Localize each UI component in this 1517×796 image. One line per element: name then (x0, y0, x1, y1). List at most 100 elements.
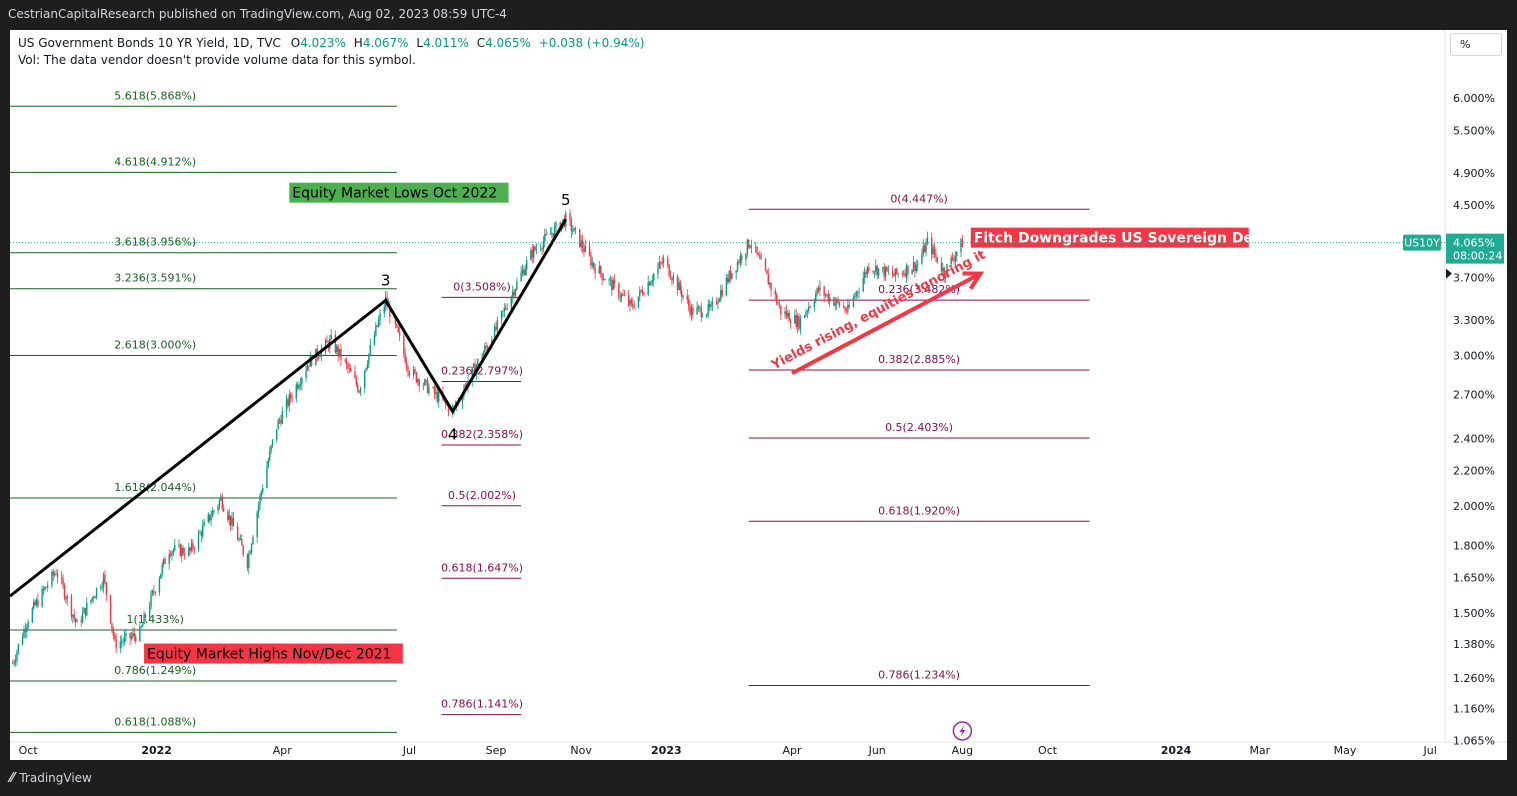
candle (657, 262, 659, 279)
fib-level-label: 0.236(2.797%) (441, 365, 523, 378)
chart-area[interactable]: 5.618(5.868%) 4.618(4.912%) 3.618(3.956%) 3… (10, 30, 1507, 760)
candle (21, 632, 24, 646)
candle (579, 229, 581, 249)
candle (701, 312, 704, 318)
candle (669, 270, 672, 280)
fib-level-label: 0.786(1.141%) (441, 698, 523, 711)
candle (838, 301, 841, 308)
candle (826, 293, 828, 298)
candle (877, 268, 880, 279)
candle (539, 243, 542, 252)
candle (925, 238, 927, 257)
candle (819, 280, 821, 297)
candle (736, 259, 739, 272)
trend-arrow-line[interactable] (791, 271, 982, 376)
candle (104, 570, 106, 585)
candle (570, 216, 573, 238)
candle (271, 439, 274, 449)
candle (834, 296, 837, 311)
y-tick-label: 2.000% (1453, 500, 1495, 513)
elliott-wave-line[interactable] (10, 218, 568, 598)
candle (377, 315, 380, 328)
y-tick-label: 1.065% (1453, 734, 1495, 747)
candle (259, 493, 261, 510)
fib-level-label: 3.236(3.591%) (114, 272, 196, 285)
candle (588, 240, 591, 257)
candle (662, 254, 665, 268)
candle (541, 246, 543, 255)
candle (90, 599, 92, 605)
candle (289, 391, 292, 404)
candle (197, 529, 200, 553)
price-chart[interactable]: 5.618(5.868%) 4.618(4.912%) 3.618(3.956%) 3… (10, 30, 1507, 760)
candle (228, 509, 230, 526)
candle (330, 328, 332, 341)
candle (648, 280, 651, 287)
candle (326, 335, 328, 343)
candle (44, 586, 46, 592)
candle (301, 376, 303, 391)
candle (611, 276, 613, 297)
candle (500, 310, 503, 325)
tradingview-logo: ⁄⁄ TradingView (10, 771, 92, 786)
candle (503, 303, 506, 318)
annotation-callout[interactable]: Fitch Downgrades US Sovereign Debt (970, 227, 1270, 248)
annotation-callout[interactable]: Equity Market Highs Nov/Dec 2021 (144, 643, 403, 664)
candle (749, 244, 751, 249)
candle (794, 309, 796, 324)
candle (397, 325, 399, 333)
candle (775, 292, 778, 306)
candle (651, 274, 654, 286)
candle (584, 239, 587, 253)
candle (139, 622, 141, 643)
candle (305, 365, 307, 383)
candle (249, 549, 251, 555)
candle (171, 550, 173, 561)
price-scale-marker-icon (1446, 268, 1452, 279)
candle (150, 589, 152, 610)
candle (119, 635, 122, 653)
candle (907, 265, 909, 280)
wave-label: 5 (561, 191, 571, 209)
candle (262, 483, 264, 495)
candle (172, 548, 175, 556)
candle (608, 277, 610, 286)
candle (422, 382, 425, 391)
candle (746, 238, 749, 258)
y-tick-label: 1.800% (1453, 539, 1495, 552)
candle (14, 654, 17, 667)
candle (630, 297, 633, 308)
candle (42, 586, 45, 596)
candle (418, 378, 420, 393)
candle (572, 224, 574, 236)
scale-percent-label: % (1460, 38, 1471, 51)
candle (883, 262, 885, 281)
legend-change: +0.038 (+0.94%) (538, 36, 645, 50)
candle (721, 284, 723, 298)
fib-level-label: 0.786(1.234%) (878, 669, 960, 682)
candle (246, 553, 249, 572)
legend-high-label: H (353, 36, 363, 50)
x-tick-label: 2024 (1161, 744, 1192, 757)
candle (637, 296, 640, 309)
annotation-callout[interactable]: Equity Market Lows Oct 2022 (289, 182, 509, 203)
candle (686, 289, 688, 304)
scale-percent-button[interactable]: % (1450, 33, 1502, 56)
candle (946, 263, 948, 279)
candle (63, 582, 66, 601)
candle (679, 279, 681, 295)
candle (55, 568, 57, 576)
lightning-icon[interactable] (952, 721, 973, 741)
candle (358, 390, 360, 394)
fib-level-label: 4.618(4.912%) (114, 155, 196, 168)
candle (414, 366, 416, 375)
fib-level-label: 2.618(3.000%) (114, 339, 196, 352)
candle (266, 461, 268, 489)
candle (640, 289, 642, 293)
candle (280, 414, 282, 427)
candle (144, 613, 147, 622)
candle (368, 353, 370, 369)
candle (417, 377, 419, 386)
fib-level-label: 0.618(1.088%) (114, 715, 196, 728)
candle (738, 259, 740, 265)
